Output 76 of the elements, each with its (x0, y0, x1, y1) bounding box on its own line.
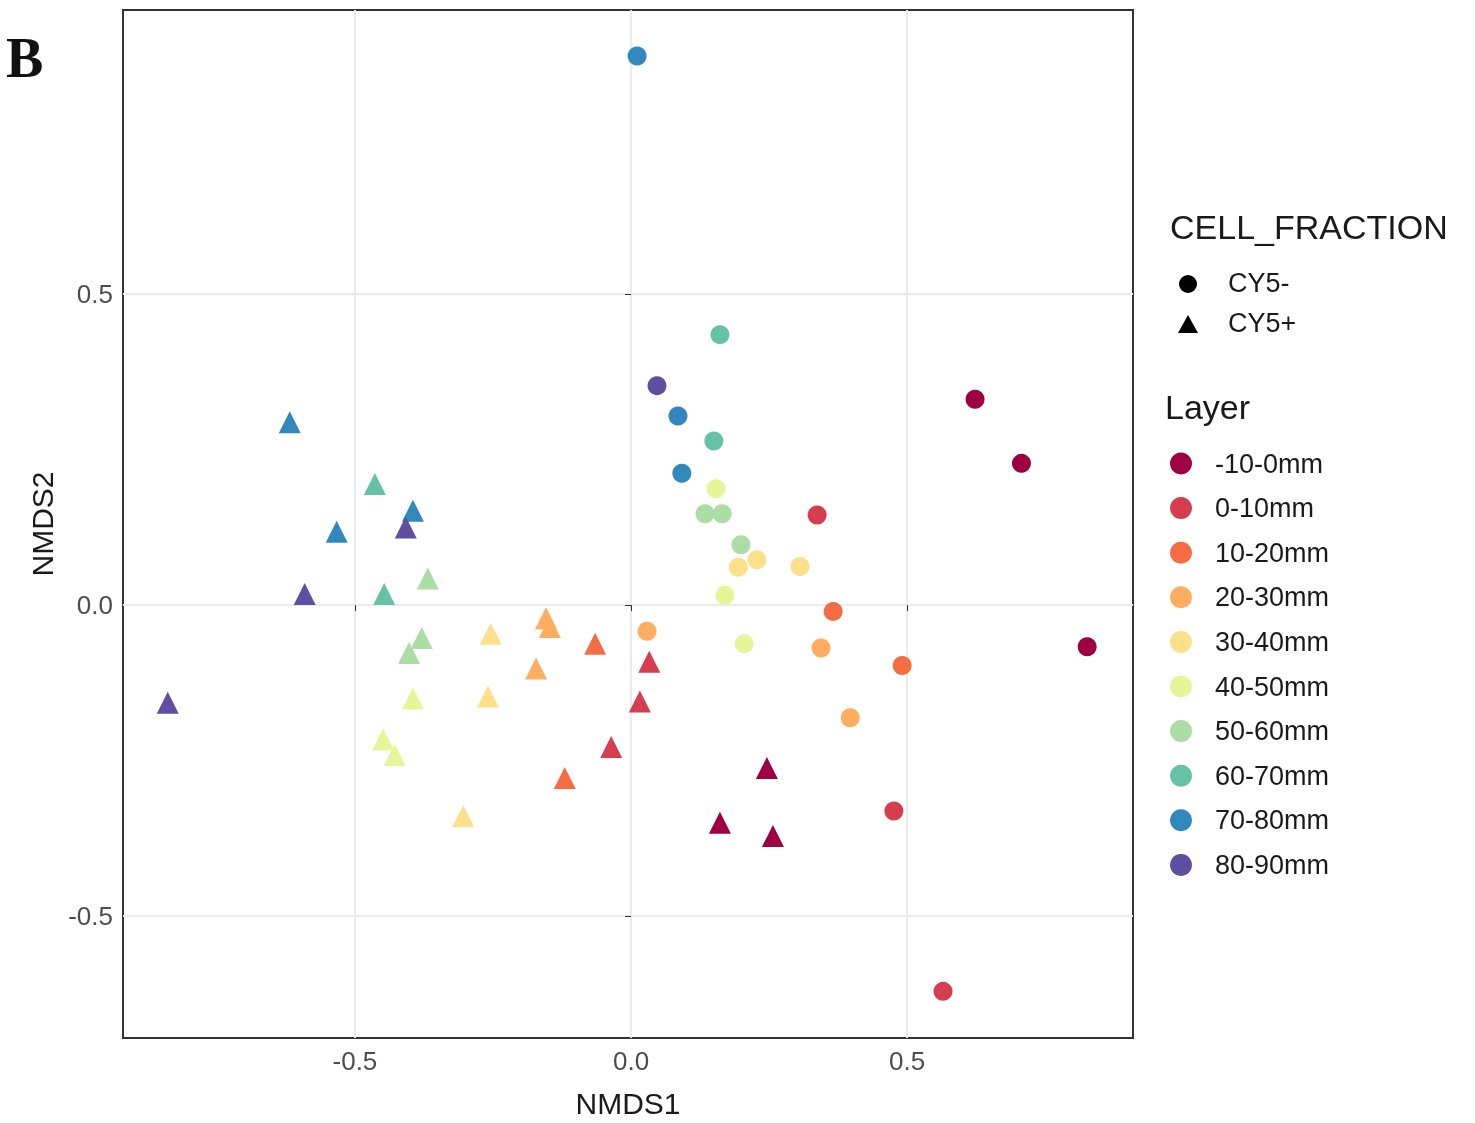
legend-label: 50-60mm (1215, 716, 1330, 747)
point (373, 582, 396, 605)
point (628, 690, 651, 713)
point (706, 479, 726, 499)
x-tick-label: -0.5 (332, 1046, 378, 1076)
point (790, 557, 810, 577)
point (553, 767, 576, 790)
point (755, 757, 778, 780)
point (627, 46, 647, 66)
point (695, 504, 715, 524)
legend-label: 10-20mm (1215, 537, 1330, 568)
point (293, 582, 316, 605)
point (761, 824, 784, 847)
legend-label: 0-10mm (1215, 493, 1315, 524)
point (731, 535, 751, 555)
point (965, 389, 985, 409)
point (372, 728, 395, 751)
point (668, 406, 688, 426)
point (1011, 453, 1031, 473)
legend-title: Layer (1165, 388, 1251, 426)
point (884, 801, 904, 821)
legend-label: -10-0mm (1215, 448, 1324, 479)
point (715, 585, 735, 605)
point (538, 615, 561, 638)
point (410, 627, 433, 650)
y-tick-label: -0.5 (68, 901, 113, 932)
point (704, 431, 724, 451)
legend-label: 40-50mm (1215, 671, 1330, 702)
point (525, 657, 548, 680)
x-tick-label: 0.5 (889, 1046, 926, 1076)
text: CELL_FRACTION (1170, 208, 1448, 247)
point (401, 687, 424, 710)
legend-label: 30-40mm (1215, 626, 1330, 657)
point (637, 621, 657, 641)
point (811, 638, 831, 658)
point (933, 981, 953, 1001)
point (416, 567, 439, 590)
point (840, 708, 860, 728)
x-tick-label: 0.0 (612, 1046, 650, 1076)
point (600, 735, 623, 758)
point (672, 463, 692, 483)
y-axis-title: NMDS2 (25, 471, 59, 577)
legend-label: 70-80mm (1215, 805, 1330, 836)
point (734, 634, 754, 654)
point (638, 650, 661, 673)
text: B (6, 27, 44, 89)
text: CY5- (1228, 268, 1290, 299)
y-tick-label: 0.0 (76, 590, 113, 621)
point (892, 655, 912, 675)
point (479, 622, 502, 645)
point (823, 601, 843, 621)
point (363, 472, 386, 495)
point (647, 376, 667, 396)
y-tick-label: 0.5 (76, 279, 113, 310)
point (325, 520, 348, 543)
point (710, 325, 730, 345)
point (383, 744, 406, 767)
point (156, 691, 179, 714)
point (807, 505, 827, 525)
point (712, 504, 732, 524)
point (477, 685, 500, 708)
point (278, 411, 301, 434)
point (1077, 637, 1097, 657)
legend-label: 20-30mm (1215, 582, 1330, 613)
point (452, 804, 475, 827)
point (747, 550, 767, 570)
text: CY5+ (1228, 308, 1297, 339)
point (398, 642, 421, 665)
point (728, 557, 748, 577)
point (584, 632, 607, 655)
point (708, 811, 731, 834)
x-axis-title: NMDS1 (575, 1086, 681, 1120)
point (394, 516, 417, 539)
point (401, 499, 424, 522)
legend-label: 80-90mm (1215, 849, 1330, 880)
legend-label: 60-70mm (1215, 760, 1330, 791)
